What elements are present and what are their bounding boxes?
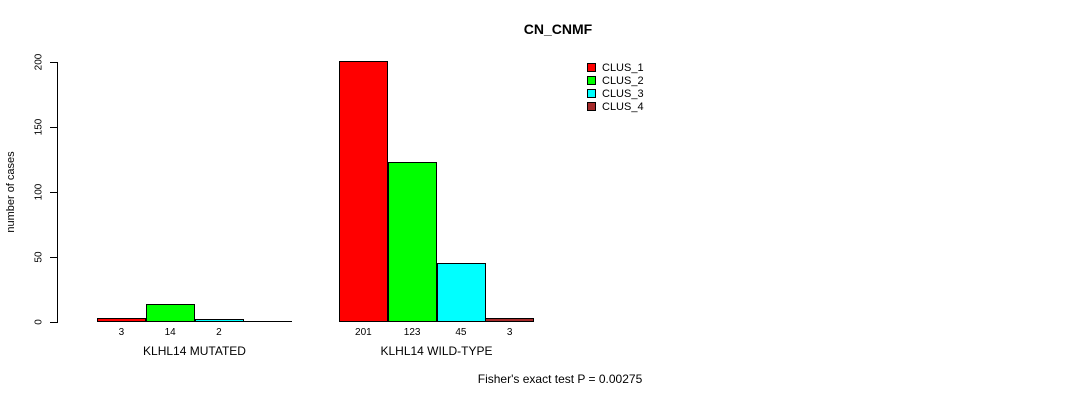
bar-clus_1-mutated xyxy=(97,318,146,322)
y-axis-tick xyxy=(50,321,57,323)
legend-label: CLUS_3 xyxy=(602,87,644,100)
y-axis-tick xyxy=(50,126,57,128)
y-axis-tick xyxy=(50,61,57,63)
legend-label: CLUS_1 xyxy=(602,61,644,74)
bar-value-label: 3 xyxy=(506,327,513,338)
bar-value-label: 123 xyxy=(403,327,421,338)
bar-clus_3-wild-type xyxy=(437,263,486,322)
bar-value-label: 3 xyxy=(118,327,125,338)
bar-clus_3-mutated xyxy=(195,319,244,322)
bar-clus_4-zero xyxy=(243,321,292,322)
legend-swatch-icon xyxy=(587,102,596,111)
fisher-test-annotation: Fisher's exact test P = 0.00275 xyxy=(477,372,643,386)
legend-item-clus_2: CLUS_2 xyxy=(587,74,644,87)
y-axis-tick xyxy=(50,191,57,193)
y-axis-tick xyxy=(50,256,57,258)
y-axis-tick-label: 100 xyxy=(33,183,45,201)
bar-clus_1-wild-type xyxy=(339,61,388,322)
legend-label: CLUS_2 xyxy=(602,74,644,87)
legend-swatch-icon xyxy=(587,89,596,98)
y-axis-label: number of cases xyxy=(5,151,17,233)
legend-item-clus_1: CLUS_1 xyxy=(587,61,644,74)
y-axis-tick-label: 0 xyxy=(33,319,45,325)
bar-value-label: 2 xyxy=(216,327,222,338)
legend: CLUS_1 CLUS_2 CLUS_3 CLUS_4 xyxy=(587,61,644,113)
bar-clus_2-mutated xyxy=(146,304,195,322)
bar-value-label: 201 xyxy=(355,327,372,338)
y-axis-tick-label: 200 xyxy=(33,53,45,71)
bar-value-label: 45 xyxy=(455,327,467,338)
bar-value-label: 14 xyxy=(164,327,176,338)
group-label-mutated: KLHL14 MUTATED xyxy=(143,344,246,358)
bar-clus_2-wild-type xyxy=(388,162,437,322)
bar-clus_4-wild-type xyxy=(485,318,534,322)
legend-label: CLUS_4 xyxy=(602,100,644,113)
y-axis-line xyxy=(57,62,58,323)
y-axis-tick-label: 50 xyxy=(33,251,45,263)
legend-item-clus_4: CLUS_4 xyxy=(587,100,644,113)
y-axis-tick-label: 150 xyxy=(33,118,45,136)
chart-title: CN_CNMF xyxy=(523,21,593,37)
group-label-wild-type: KLHL14 WILD-TYPE xyxy=(380,344,493,358)
legend-swatch-icon xyxy=(587,63,596,72)
legend-item-clus_3: CLUS_3 xyxy=(587,87,644,100)
legend-swatch-icon xyxy=(587,76,596,85)
